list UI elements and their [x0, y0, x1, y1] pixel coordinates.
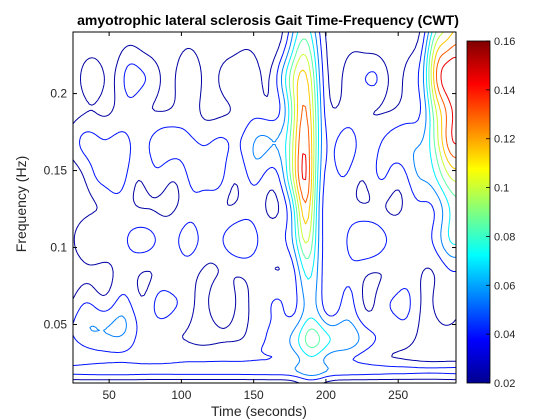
contour-level — [89, 32, 456, 376]
contour-lines — [73, 32, 456, 383]
y-axis-label: Frequency (Hz) — [13, 156, 29, 252]
colorbar — [466, 40, 491, 384]
plot-area — [73, 32, 456, 383]
x-tick-label: 200 — [316, 388, 336, 402]
contour-level — [301, 56, 456, 181]
x-axis-label: Time (seconds) — [211, 403, 307, 419]
x-tick-label: 150 — [244, 388, 264, 402]
x-axis: 50 100 150 200 250 — [102, 32, 409, 402]
colorbar-tick-label: 0.14 — [494, 85, 515, 97]
plot-frame — [72, 31, 457, 384]
colorbar-tick-label: 0.04 — [494, 329, 515, 341]
contour-level — [285, 32, 456, 357]
contour-level — [292, 32, 456, 244]
y-axis: 0.05 0.1 0.15 0.2 — [44, 87, 456, 332]
contour-level — [73, 32, 456, 381]
colorbar-tick-label: 0.06 — [494, 280, 515, 292]
contour-level — [73, 32, 456, 383]
y-tick-label: 0.05 — [44, 318, 68, 332]
contour-level — [288, 32, 456, 349]
y-tick-label: 0.2 — [50, 87, 67, 101]
x-tick-label: 250 — [388, 388, 408, 402]
colorbar-tick-label: 0.12 — [494, 134, 515, 146]
y-tick-label: 0.15 — [44, 164, 68, 178]
colorbar-tick-label: 0.16 — [494, 36, 515, 48]
colorbar-tick-label: 0.1 — [494, 183, 509, 195]
colorbar-tick-label: 0.02 — [494, 378, 515, 390]
chart-title: amyotrophic lateral sclerosis Gait Time-… — [77, 12, 459, 28]
colorbar-ticks: 0.02 0.04 0.06 0.08 0.1 0.12 0.14 0.16 — [486, 36, 515, 390]
x-tick-label: 100 — [171, 388, 191, 402]
colorbar-tick-label: 0.08 — [494, 231, 515, 243]
x-tick-label: 50 — [102, 388, 116, 402]
contour-level — [294, 32, 456, 225]
contour-level — [297, 43, 456, 204]
y-tick-label: 0.1 — [50, 241, 67, 255]
